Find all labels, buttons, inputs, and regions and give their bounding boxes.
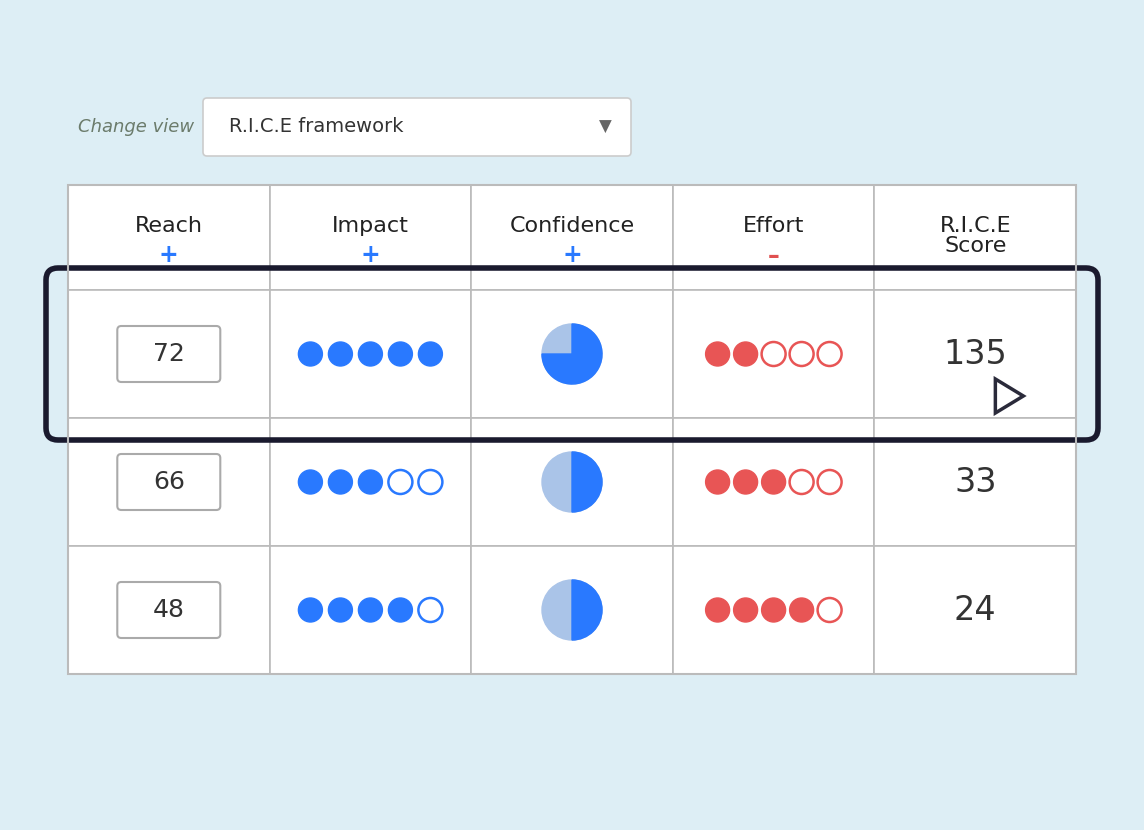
Text: 24: 24 [954,593,996,627]
Bar [270,546,471,674]
FancyBboxPatch shape [118,582,221,638]
Circle shape [706,598,730,622]
Bar [270,290,471,418]
Text: 72: 72 [153,342,184,366]
Bar [270,185,471,290]
Bar [673,418,874,546]
Polygon shape [995,379,1024,413]
Wedge shape [542,324,602,384]
Text: +: + [159,243,178,267]
Text: +: + [562,243,582,267]
Text: Change view: Change view [78,118,194,136]
Circle shape [389,598,412,622]
Circle shape [733,598,757,622]
Bar [67,185,270,290]
Circle shape [542,452,602,512]
Bar [471,290,673,418]
Circle shape [328,342,352,366]
Text: 66: 66 [153,470,185,494]
FancyBboxPatch shape [118,326,221,382]
Circle shape [542,580,602,640]
Circle shape [706,470,730,494]
Text: 33: 33 [954,466,996,499]
Circle shape [358,598,382,622]
Circle shape [789,598,813,622]
Bar [67,185,1077,674]
FancyBboxPatch shape [118,454,221,510]
FancyBboxPatch shape [202,98,631,156]
Bar [471,185,673,290]
Bar [471,546,673,674]
Circle shape [733,342,757,366]
Circle shape [733,470,757,494]
Bar [874,546,1077,674]
Bar [67,546,270,674]
Bar [270,418,471,546]
Text: 48: 48 [153,598,185,622]
Bar [67,290,270,418]
Circle shape [542,324,602,384]
Text: –: – [768,243,779,267]
Bar [471,418,673,546]
Circle shape [358,470,382,494]
Text: Reach: Reach [135,216,202,236]
Circle shape [328,598,352,622]
Text: Score: Score [944,236,1007,256]
Bar [673,185,874,290]
Wedge shape [572,580,602,640]
Wedge shape [572,452,602,512]
Circle shape [299,470,323,494]
Circle shape [299,342,323,366]
Bar [673,546,874,674]
Text: R.I.C.E: R.I.C.E [939,216,1011,236]
Text: Confidence: Confidence [509,216,635,236]
Bar [874,418,1077,546]
Circle shape [299,598,323,622]
Circle shape [762,470,786,494]
Circle shape [328,470,352,494]
Text: R.I.C.E framework: R.I.C.E framework [229,118,404,136]
Text: 135: 135 [944,338,1007,370]
Bar [874,290,1077,418]
Circle shape [706,342,730,366]
Text: Impact: Impact [332,216,408,236]
Circle shape [389,342,412,366]
Circle shape [419,342,443,366]
Text: Effort: Effort [742,216,804,236]
Bar [874,185,1077,290]
Text: +: + [360,243,380,267]
Bar [67,418,270,546]
Text: ▼: ▼ [598,118,611,136]
Circle shape [358,342,382,366]
Bar [673,290,874,418]
Circle shape [762,598,786,622]
